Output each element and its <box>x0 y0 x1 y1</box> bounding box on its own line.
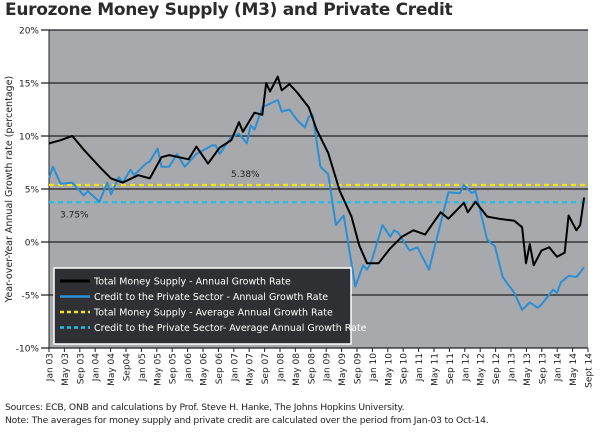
legend-label: Total Money Supply - Average Annual Grow… <box>93 308 333 319</box>
x-tick-label: May 05 <box>153 353 163 386</box>
x-tick-label: Sep 12 <box>492 353 502 384</box>
x-tick-label: Jan 07 <box>230 353 240 382</box>
x-tick-label: Sep 09 <box>354 353 364 385</box>
x-tick-label: Sep 07 <box>261 353 271 384</box>
x-tick-label: Sept 14 <box>585 353 595 388</box>
x-tick-label: Sep 06 <box>215 353 225 385</box>
x-tick-label: Jan 11 <box>415 353 425 382</box>
chart-notes: Sources: ECB, ONB and calculations by Pr… <box>5 401 489 427</box>
x-tick-label: Sep 05 <box>169 353 179 384</box>
x-tick-label: May 07 <box>246 353 256 386</box>
y-tick-label: 20% <box>19 27 39 37</box>
chart-title: Eurozone Money Supply (M3) and Private C… <box>5 0 453 20</box>
x-tick-label: Sep 11 <box>446 353 456 384</box>
x-tick-label: Jan 12 <box>461 353 471 382</box>
x-tick-label: May 13 <box>523 353 533 386</box>
y-tick-label: 15% <box>19 80 39 90</box>
x-tick-label: Jan 03 <box>46 353 56 382</box>
x-tick-label: May 14 <box>569 353 579 386</box>
sources-text: Sources: ECB, ONB and calculations by Pr… <box>5 402 405 413</box>
legend-label: Total Money Supply - Annual Growth Rate <box>93 277 291 288</box>
x-tick-label: Sep 03 <box>76 353 86 384</box>
legend-label: Credit to the Private Sector- Average An… <box>94 323 367 334</box>
x-tick-label: Jan 06 <box>184 353 194 382</box>
x-tick-label: May 06 <box>200 353 210 386</box>
x-tick-label: May 09 <box>338 353 348 386</box>
average-label-m3: 5.38% <box>231 170 260 180</box>
x-tick-label: May 10 <box>384 353 394 386</box>
note-text: Note: The averages for money supply and … <box>5 415 489 426</box>
x-tick-label: Jan 05 <box>138 353 148 382</box>
x-tick-label: Jan 09 <box>323 353 333 382</box>
x-tick-label: Jan 13 <box>508 353 518 382</box>
x-tick-label: Jan 04 <box>92 353 102 382</box>
x-tick-label: Sep 13 <box>538 353 548 384</box>
y-tick-label: 0% <box>25 239 40 249</box>
x-tick-label: Jan 08 <box>277 353 287 382</box>
series-line-m3 <box>48 75 586 267</box>
x-tick-label: May 03 <box>61 353 71 386</box>
x-tick-label: Jan 10 <box>369 353 379 382</box>
x-tick-label: May 12 <box>477 353 487 386</box>
x-tick-label: May 04 <box>107 353 117 386</box>
x-tick-label: Sep04 <box>123 353 133 382</box>
y-axis-label: Year-over-Year Annual Growth rate (perce… <box>4 76 15 303</box>
x-tick-label: Sep 10 <box>400 353 410 385</box>
average-label-credit: 3.75% <box>60 210 89 220</box>
legend-label: Credit to the Private Sector - Annual Gr… <box>94 292 328 303</box>
series-line-credit <box>48 99 585 311</box>
x-tick-label: Sep 08 <box>307 353 317 385</box>
y-tick-label: 10% <box>19 133 39 143</box>
x-tick-label: May 08 <box>292 353 302 386</box>
x-tick-label: May 11 <box>431 353 441 386</box>
legend <box>53 267 352 345</box>
y-tick-label: -5% <box>21 292 39 302</box>
y-tick-label: -10% <box>16 345 40 355</box>
y-tick-label: 5% <box>25 186 40 196</box>
x-tick-label: Jan 14 <box>554 353 564 382</box>
